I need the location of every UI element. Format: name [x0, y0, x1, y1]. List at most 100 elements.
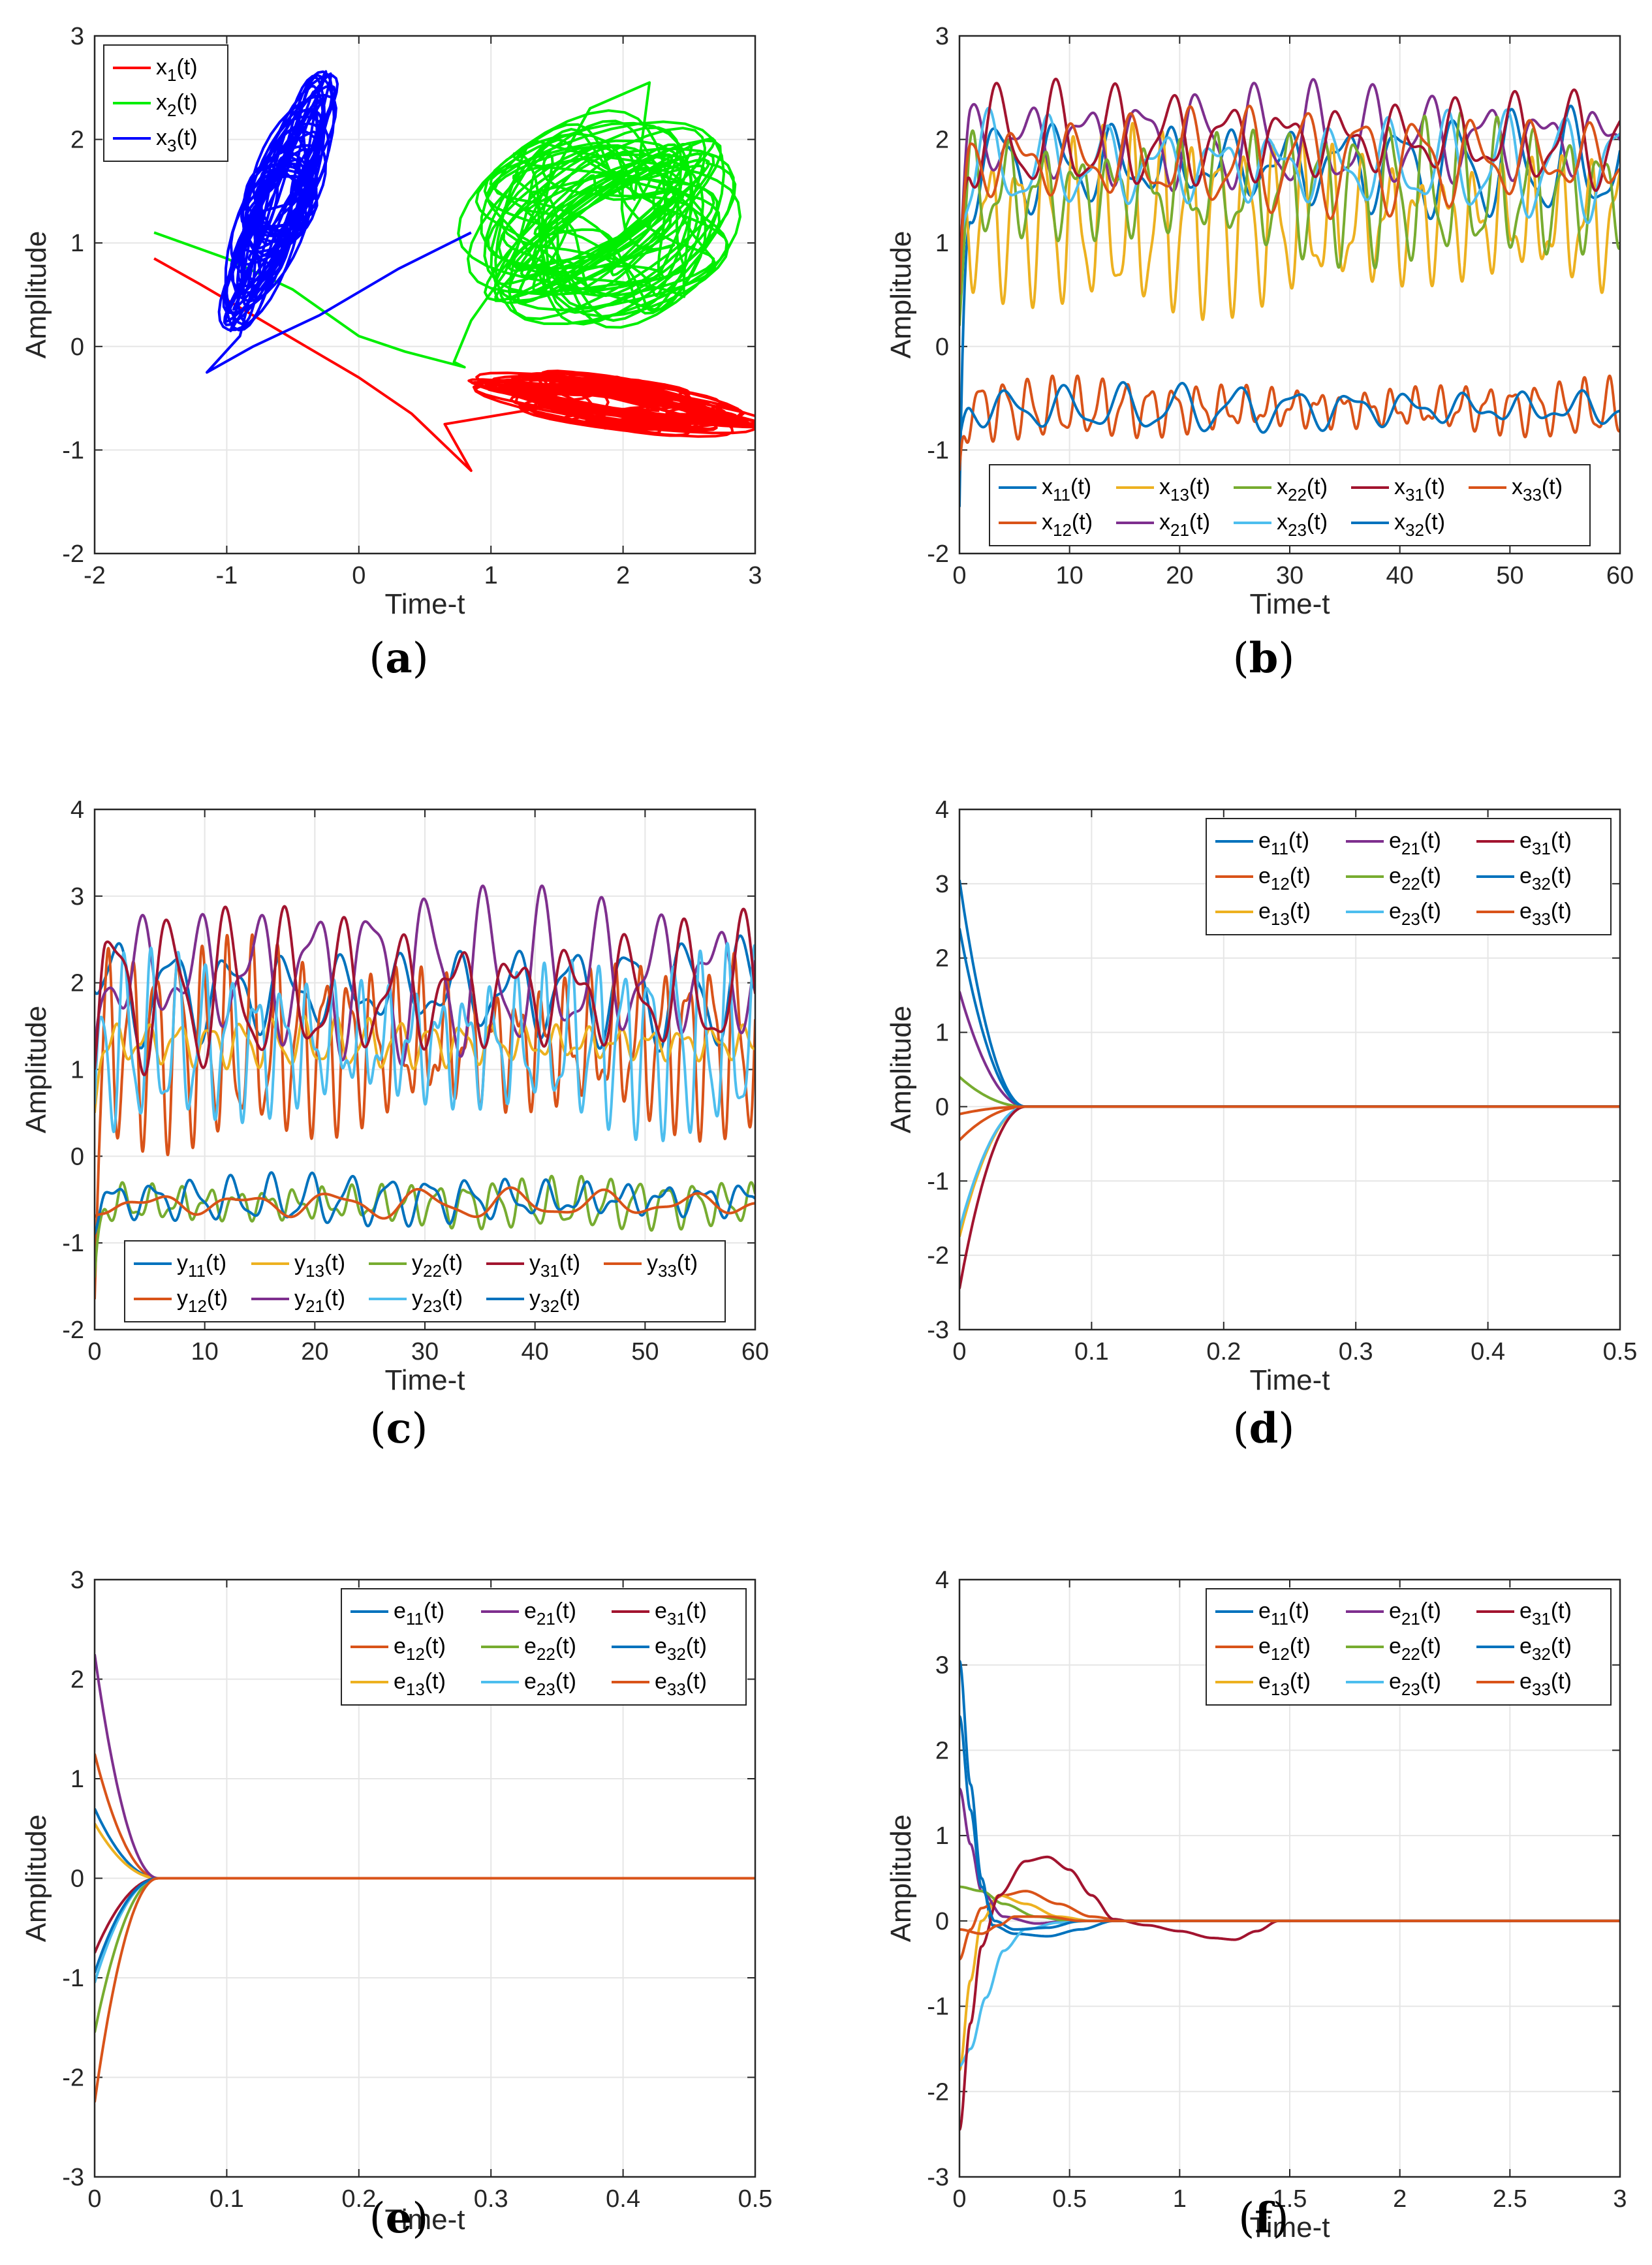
y-axis-label: Amplitude	[885, 231, 917, 359]
x-tick-label: 0	[87, 1338, 101, 1366]
x-tick-label: 0.4	[1471, 1338, 1505, 1366]
y-axis-label: Amplitude	[885, 1006, 917, 1134]
x-axis-label: Time-t	[1249, 588, 1330, 620]
legend-label: e32(t)	[655, 1634, 707, 1664]
legend-label: e31(t)	[655, 1599, 707, 1629]
y-axis-label: Amplitude	[20, 231, 52, 359]
legend-label: x13(t)	[1159, 475, 1210, 505]
x-tick-label: 30	[411, 1338, 439, 1366]
legend-label: e33(t)	[1520, 1669, 1572, 1699]
x-tick-label: 0.3	[474, 2185, 508, 2213]
series-group	[95, 1654, 755, 2102]
series-line-e33	[959, 1105, 1620, 1116]
x-tick-label: 0	[87, 2185, 101, 2213]
y-tick-label: -3	[927, 1317, 949, 1344]
panel-caption: (e)	[369, 2194, 429, 2243]
axes-box	[93, 1578, 756, 2178]
x-tick-label: 3	[1613, 2185, 1627, 2213]
x-axis-label: Time-t	[384, 2204, 465, 2236]
legend-label: x1(t)	[156, 55, 198, 85]
x-tick-label: 0	[952, 1338, 966, 1366]
series-line-y13	[95, 1014, 755, 1114]
legend-label: x2(t)	[156, 90, 198, 120]
y-tick-label: -2	[62, 1317, 84, 1344]
series-line-x3	[206, 70, 472, 374]
y-tick-label: -1	[927, 1168, 949, 1195]
y-tick-label: 2	[70, 127, 84, 154]
series-line-x1	[153, 257, 755, 473]
y-tick-label: 1	[70, 230, 84, 257]
x-tick-label: 1.5	[1273, 2185, 1307, 2213]
legend-label: e23(t)	[1389, 1669, 1441, 1699]
legend-label: y32(t)	[529, 1286, 580, 1316]
chart-panel-f: 0 0.5 1 1.5 2 2.5 3 -3 -2 -1 0 1 2 3 4 Time-t Amplitude e…	[885, 1567, 1627, 2243]
y-tick-label: -2	[927, 540, 949, 568]
x-axis-label: Time-t	[384, 1364, 465, 1396]
legend: y11(t) y12(t) y13(t) y21(t) y22(t) y23(t) y31(…	[124, 1240, 726, 1322]
x-tick-label: 0.2	[1206, 1338, 1241, 1366]
y-tick-label: 0	[70, 334, 84, 361]
x-axis-label: Time-t	[1249, 1364, 1330, 1396]
y-tick-label: -2	[62, 2065, 84, 2092]
series-group	[959, 1660, 1620, 2131]
series-group	[959, 78, 1620, 507]
legend-label: e21(t)	[1389, 828, 1441, 858]
x-tick-label: 50	[1496, 562, 1523, 589]
series-group	[959, 879, 1620, 1289]
y-tick-label: -1	[62, 437, 84, 464]
y-tick-label: 2	[935, 1737, 949, 1764]
y-tick-label: -3	[927, 2164, 949, 2191]
series-line-x13	[959, 121, 1620, 321]
x-tick-label: 20	[1166, 562, 1193, 589]
legend-label: y13(t)	[294, 1251, 345, 1281]
y-tick-label: 1	[935, 230, 949, 257]
x-tick-label: -1	[216, 562, 238, 589]
legend-label: e33(t)	[655, 1669, 707, 1699]
legend-label: e31(t)	[1520, 1599, 1572, 1629]
series-line-y31	[95, 905, 755, 1076]
legend-label: x21(t)	[1159, 510, 1210, 540]
series-group	[95, 884, 755, 1300]
legend: x1(t) x2(t) x3(t)	[103, 44, 228, 162]
legend-label: e11(t)	[1258, 1599, 1309, 1629]
x-tick-label: 30	[1276, 562, 1303, 589]
series-line-x12	[959, 374, 1620, 471]
legend-label: e13(t)	[1258, 899, 1311, 929]
x-tick-label: -2	[84, 562, 106, 589]
y-tick-label: 4	[935, 1567, 949, 1594]
x-tick-label: 0.1	[1074, 1338, 1109, 1366]
series-line-x23	[959, 106, 1620, 254]
x-tick-label: 40	[522, 1338, 549, 1366]
y-axis-label: Amplitude	[20, 1815, 52, 1943]
legend-label: e22(t)	[524, 1634, 576, 1664]
legend-label: e12(t)	[394, 1634, 446, 1664]
axes-box	[958, 1578, 1621, 2178]
y-tick-label: -1	[62, 1965, 84, 1992]
y-tick-label: -2	[927, 2078, 949, 2106]
series-line-e31	[959, 1855, 1620, 2131]
x-tick-label: 1	[1173, 2185, 1187, 2213]
y-tick-label: 0	[70, 1866, 84, 1893]
y-tick-label: 3	[935, 871, 949, 898]
y-tick-label: 0	[935, 1908, 949, 1935]
y-tick-label: -2	[927, 1242, 949, 1270]
x-tick-label: 50	[631, 1338, 659, 1366]
y-tick-label: 0	[935, 1093, 949, 1121]
y-tick-label: -1	[927, 1993, 949, 2021]
legend-label: e22(t)	[1389, 1634, 1441, 1664]
legend-label: e13(t)	[394, 1669, 446, 1699]
x-tick-label: 1	[484, 562, 498, 589]
panel-caption: (a)	[369, 634, 428, 683]
series-line-x22	[959, 111, 1620, 326]
legend-box	[989, 464, 1591, 546]
x-tick-label: 0.5	[1603, 1338, 1638, 1366]
legend: e11(t) e12(t) e13(t) e21(t) e22(t) e23(t) e31(…	[1206, 1588, 1612, 1706]
legend-label: e11(t)	[1258, 828, 1309, 858]
axes-box	[958, 808, 1621, 1331]
x-tick-label: 0	[352, 562, 366, 589]
legend-label: y22(t)	[412, 1251, 463, 1281]
legend-box	[1206, 1588, 1612, 1706]
y-tick-label: 3	[70, 23, 84, 50]
x-tick-label: 40	[1386, 562, 1414, 589]
axes-box	[93, 808, 756, 1331]
